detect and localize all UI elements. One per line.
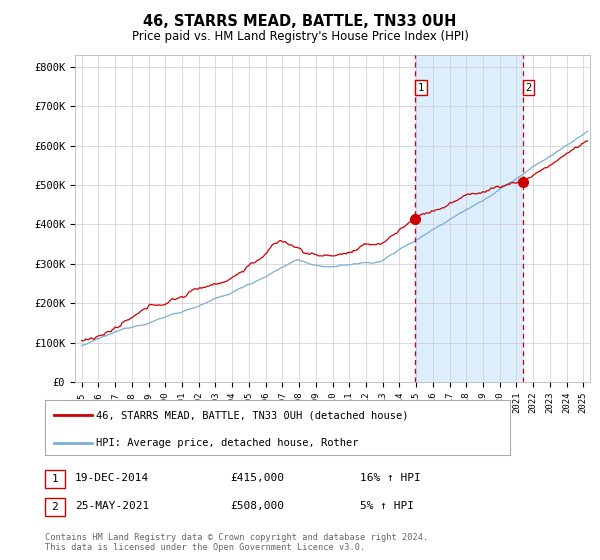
Text: 46, STARRS MEAD, BATTLE, TN33 0UH: 46, STARRS MEAD, BATTLE, TN33 0UH: [143, 14, 457, 29]
Text: 2: 2: [52, 502, 58, 512]
Text: 46, STARRS MEAD, BATTLE, TN33 0UH (detached house): 46, STARRS MEAD, BATTLE, TN33 0UH (detac…: [96, 410, 409, 421]
Text: 1: 1: [52, 474, 58, 484]
Text: HPI: Average price, detached house, Rother: HPI: Average price, detached house, Roth…: [96, 438, 359, 448]
Text: 2: 2: [525, 82, 532, 92]
Text: 25-MAY-2021: 25-MAY-2021: [75, 501, 149, 511]
Text: Price paid vs. HM Land Registry's House Price Index (HPI): Price paid vs. HM Land Registry's House …: [131, 30, 469, 43]
Text: £415,000: £415,000: [230, 473, 284, 483]
Text: 16% ↑ HPI: 16% ↑ HPI: [360, 473, 421, 483]
Text: 5% ↑ HPI: 5% ↑ HPI: [360, 501, 414, 511]
Text: £508,000: £508,000: [230, 501, 284, 511]
Text: 19-DEC-2014: 19-DEC-2014: [75, 473, 149, 483]
Text: Contains HM Land Registry data © Crown copyright and database right 2024.
This d: Contains HM Land Registry data © Crown c…: [45, 533, 428, 552]
Text: 1: 1: [418, 82, 424, 92]
Bar: [415, 55, 523, 382]
